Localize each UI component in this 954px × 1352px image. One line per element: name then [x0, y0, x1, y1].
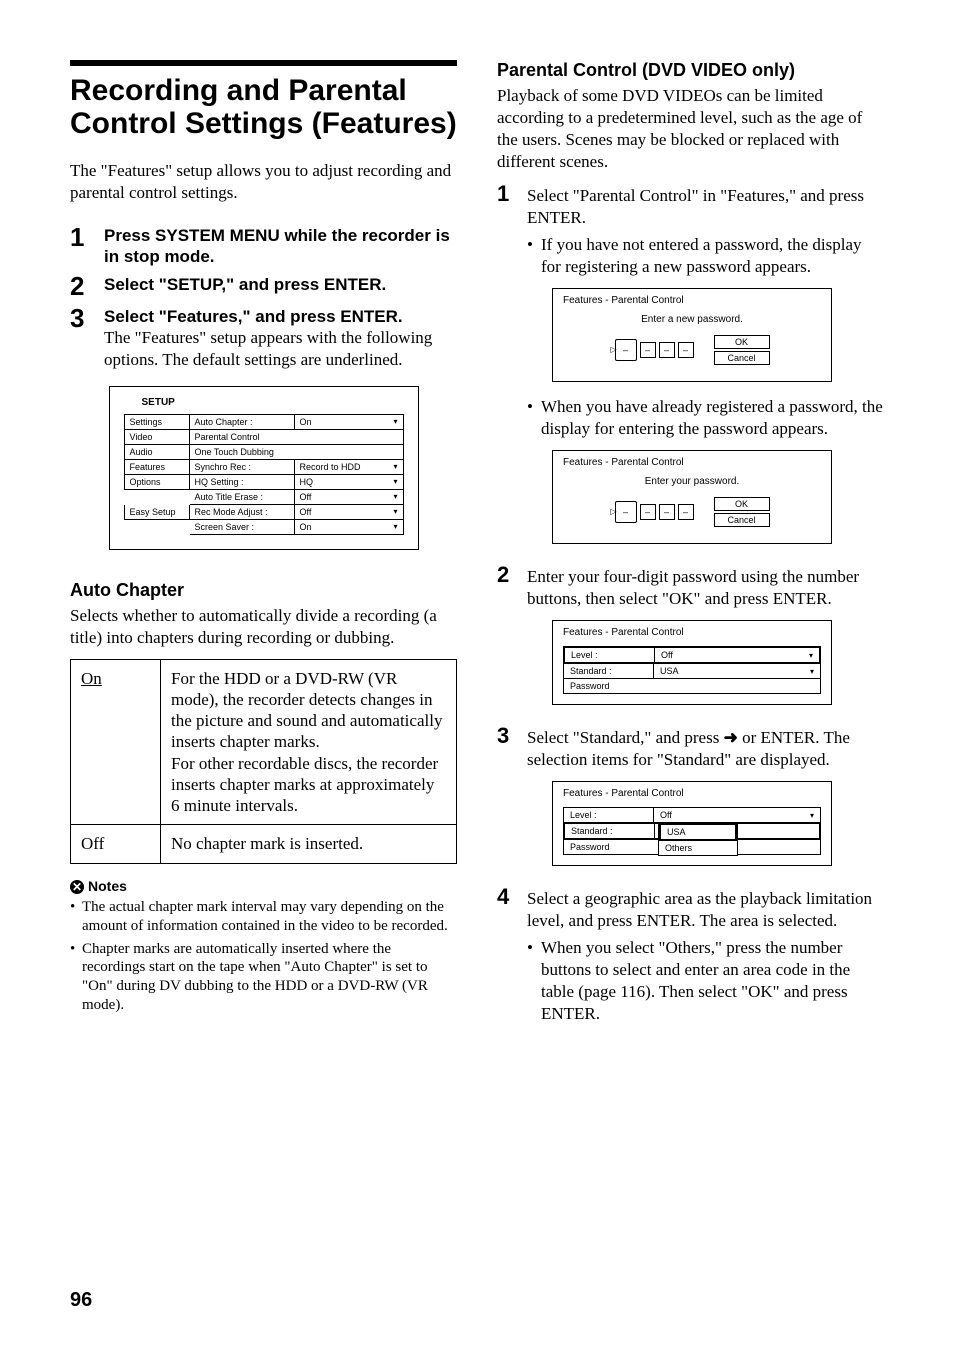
note-item: The actual chapter mark interval may var… [70, 898, 457, 936]
section-heading: Auto Chapter [70, 580, 457, 601]
step-number: 4 [497, 886, 515, 1029]
settings-dialog: Features - Parental Control Level : Off▾… [552, 620, 832, 705]
dropdown-icon[interactable]: ▾ [393, 462, 397, 471]
dropdown-icon[interactable]: ▾ [810, 667, 814, 676]
password-dialog: Features - Parental Control Enter a new … [552, 288, 832, 382]
setup-panel: SETUP Settings Auto Chapter : On▾ Video … [109, 386, 419, 550]
side-item[interactable]: Audio [124, 444, 189, 459]
option-key: On [71, 659, 161, 825]
setup-row-value: Off [300, 492, 312, 502]
dropdown-icon[interactable]: ▾ [393, 417, 397, 426]
ok-button[interactable]: OK [714, 335, 770, 349]
setup-row-label[interactable]: Rec Mode Adjust : [189, 504, 294, 519]
step-text: Select "Parental Control" in "Features,"… [527, 185, 884, 229]
setup-row-label[interactable]: Synchro Rec : [189, 459, 294, 474]
page-number: 96 [70, 1289, 92, 1312]
dialog-prompt: Enter your password. [563, 476, 821, 487]
password-input[interactable]: ▷– ––– [615, 501, 694, 523]
notes-heading: ✕Notes [70, 878, 457, 894]
dropdown-icon[interactable]: ▾ [810, 811, 814, 820]
side-item[interactable]: Video [124, 429, 189, 444]
cursor-icon: ▷ [611, 345, 617, 354]
dropdown-menu[interactable]: USA Others [658, 822, 738, 856]
step-heading: Press SYSTEM MENU while the recorder is … [104, 226, 457, 267]
step-text: Select "Standard," and press ➜ or ENTER.… [527, 727, 884, 771]
list-row[interactable]: Level : Off▾ [563, 807, 821, 823]
step-number: 1 [70, 224, 92, 267]
right-arrow-icon: ➜ [724, 728, 738, 747]
page-title: Recording and Parental Control Settings … [70, 74, 457, 140]
dialog-title: Features - Parental Control [563, 295, 821, 306]
setup-title: SETUP [142, 397, 404, 408]
section-desc: Playback of some DVD VIDEOs can be limit… [497, 85, 884, 173]
bullet-item: When you select "Others," press the numb… [527, 937, 884, 1025]
notes-icon: ✕ [70, 880, 84, 894]
password-input[interactable]: ▷– ––– [615, 339, 694, 361]
dialog-title: Features - Parental Control [563, 627, 821, 638]
intro-text: The "Features" setup allows you to adjus… [70, 160, 457, 204]
step-heading: Select "Features," and press ENTER. [104, 307, 457, 327]
dialog-prompt: Enter a new password. [563, 314, 821, 325]
notes-list: The actual chapter mark interval may var… [70, 898, 457, 1015]
dropdown-icon[interactable]: ▾ [393, 507, 397, 516]
setup-row-value: Off [300, 507, 312, 517]
setup-row-value: On [300, 522, 312, 532]
step-text: Select a geographic area as the playback… [527, 888, 884, 932]
dialog-title: Features - Parental Control [563, 457, 821, 468]
option-text: No chapter mark is inserted. [161, 825, 457, 863]
list-row[interactable]: Password [563, 678, 821, 694]
option-text: For the HDD or a DVD-RW (VR mode), the r… [161, 659, 457, 825]
side-item[interactable]: Features [124, 459, 189, 474]
side-item-blank [124, 489, 189, 504]
step-number: 3 [497, 725, 515, 880]
dropdown-icon[interactable]: ▾ [393, 522, 397, 531]
dropdown-option[interactable]: USA [659, 823, 737, 841]
bullet-item: When you have already registered a passw… [527, 396, 884, 440]
step-number: 3 [70, 305, 92, 372]
ok-button[interactable]: OK [714, 497, 770, 511]
setup-row-label[interactable]: Parental Control [189, 429, 403, 444]
cancel-button[interactable]: Cancel [714, 351, 770, 365]
side-item-blank [124, 519, 189, 534]
step-heading: Select "SETUP," and press ENTER. [104, 275, 457, 295]
step-text: The "Features" setup appears with the fo… [104, 327, 457, 371]
section-desc: Selects whether to automatically divide … [70, 605, 457, 649]
setup-row-label[interactable]: Auto Title Erase : [189, 489, 294, 504]
setup-row-label[interactable]: HQ Setting : [189, 474, 294, 489]
side-item[interactable]: Options [124, 474, 189, 489]
step-number: 2 [497, 564, 515, 719]
setup-row-value: HQ [300, 477, 314, 487]
setup-row-value: On [300, 417, 312, 427]
settings-dialog: Features - Parental Control Level : Off▾… [552, 781, 832, 866]
dropdown-icon[interactable]: ▾ [393, 477, 397, 486]
password-dialog: Features - Parental Control Enter your p… [552, 450, 832, 544]
dialog-title: Features - Parental Control [563, 788, 821, 799]
list-row[interactable]: Standard : USA▾ [563, 663, 821, 679]
section-heading: Parental Control (DVD VIDEO only) [497, 60, 884, 81]
setup-row-label[interactable]: Screen Saver : [189, 519, 294, 534]
dropdown-option[interactable]: Others [659, 841, 737, 855]
cursor-icon: ▷ [611, 507, 617, 516]
dropdown-icon[interactable]: ▾ [393, 492, 397, 501]
dropdown-icon[interactable]: ▾ [809, 651, 813, 660]
step-text: Enter your four-digit password using the… [527, 566, 884, 610]
note-item: Chapter marks are automatically inserted… [70, 940, 457, 1015]
bullet-item: If you have not entered a password, the … [527, 234, 884, 278]
step-number: 1 [497, 183, 515, 558]
options-table: On For the HDD or a DVD-RW (VR mode), th… [70, 659, 457, 864]
setup-row-label[interactable]: Auto Chapter : [189, 414, 294, 429]
list-row[interactable]: Level : Off▾ [563, 646, 821, 664]
step-number: 2 [70, 273, 92, 299]
side-item[interactable]: Settings [124, 414, 189, 429]
setup-row-label[interactable]: One Touch Dubbing [189, 444, 403, 459]
side-item[interactable]: Easy Setup [124, 504, 189, 519]
option-key: Off [71, 825, 161, 863]
setup-row-value: Record to HDD [300, 462, 361, 472]
cancel-button[interactable]: Cancel [714, 513, 770, 527]
